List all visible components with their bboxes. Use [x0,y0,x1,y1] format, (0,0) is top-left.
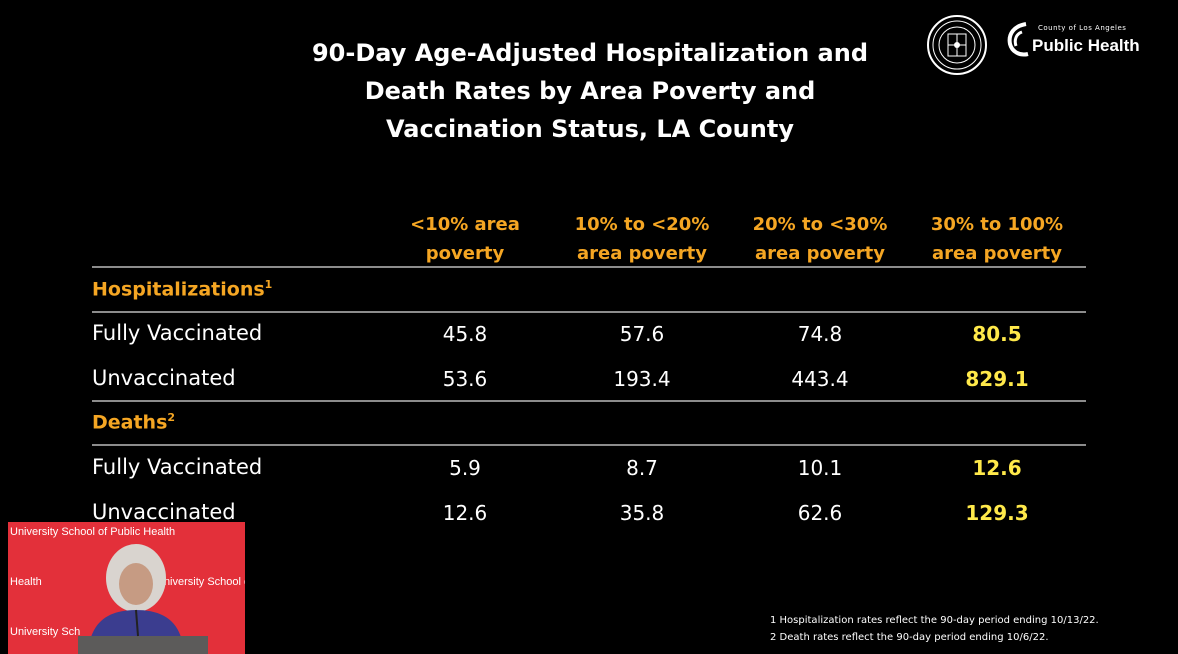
public-health-logo: County of Los Angeles Public Health [1004,20,1154,70]
table-cell-highlight: 829.1 [965,367,1029,391]
presenter-webcam: University School of Public Health Healt… [8,522,245,654]
table-cell: 193.4 [613,367,671,391]
divider [92,444,1086,446]
footnote-1: 1 Hospitalization rates reflect the 90-d… [770,615,1099,626]
logo-county-text: County of Los Angeles [1038,24,1127,32]
table-cell-highlight: 80.5 [972,322,1022,346]
presenter-figure-icon [78,544,208,654]
logos: County of Los Angeles Public Health [926,14,1156,76]
section-header-hospitalizations: Hospitalizations1 [92,278,273,301]
divider [92,400,1086,402]
divider [92,311,1086,313]
table-cell: 5.9 [449,456,481,480]
row-label: Unvaccinated [92,500,236,524]
column-header: 30% to 100% area poverty [930,214,1064,264]
table-cell: 53.6 [442,367,488,391]
table-cell: 10.1 [797,456,843,480]
webcam-banner-text: University Sch [10,626,81,638]
slide-title: 90-Day Age-Adjusted Hospitalization and … [270,34,910,148]
logo-brand-text: Public Health [1032,36,1140,55]
table-cell: 35.8 [619,501,665,525]
row-label: Fully Vaccinated [92,455,263,479]
table-cell: 45.8 [442,322,488,346]
row-label: Unvaccinated [92,366,236,390]
table-cell: 74.8 [797,322,843,346]
table-cell-highlight: 12.6 [972,456,1022,480]
column-header: 10% to <20% area poverty [574,214,710,264]
title-line-1: 90-Day Age-Adjusted Hospitalization and [311,39,868,67]
table-cell: 57.6 [619,322,665,346]
row-label: Fully Vaccinated [92,321,263,345]
table-cell-highlight: 129.3 [965,501,1029,525]
title-line-3: Vaccination Status, LA County [386,115,794,143]
section-header-deaths: Deaths2 [92,411,176,434]
column-header: <10% area poverty [410,214,520,264]
column-header: 20% to <30% area poverty [752,214,888,264]
table-cell: 62.6 [797,501,843,525]
table-cell: 12.6 [442,501,488,525]
webcam-banner-text: University School of Public Health [10,526,176,538]
footnote-2: 2 Death rates reflect the 90-day period … [770,632,1049,643]
table-cell: 8.7 [626,456,658,480]
footnotes: 1 Hospitalization rates reflect the 90-d… [770,612,1099,646]
webcam-banner-text: Health [10,576,42,588]
county-seal-icon [927,15,987,75]
title-line-2: Death Rates by Area Poverty and [364,77,816,105]
table-cell: 443.4 [791,367,849,391]
public-health-mark-icon [1007,22,1029,57]
webcam-banner-text: University School o [156,576,245,588]
divider [92,266,1086,268]
